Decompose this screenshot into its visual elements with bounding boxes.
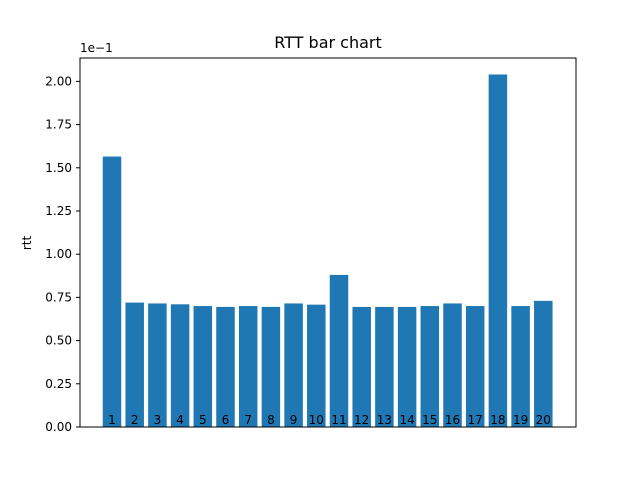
bar-16 (443, 303, 462, 427)
bar-label-9: 9 (290, 413, 298, 427)
bar-1 (102, 156, 122, 427)
bar-label-13: 13 (377, 413, 392, 427)
bar-label-18: 18 (490, 413, 505, 427)
bar-label-3: 3 (154, 413, 162, 427)
bars-group (102, 74, 553, 428)
y-tick-label: 0.00 (45, 420, 72, 434)
bar-7 (238, 306, 258, 427)
y-offset-text: 1e−1 (80, 41, 113, 55)
bar-18 (488, 74, 508, 428)
bar-labels-group: 1 2 3 4 5 6 7 8 9 10 11 12 13 14 15 16 17 18 19 20 (108, 413, 551, 427)
y-tick-label: 1.75 (45, 118, 72, 132)
y-tick-label: 1.25 (45, 204, 72, 218)
bar-17 (465, 306, 485, 427)
bar-12 (352, 306, 371, 427)
bar-label-10: 10 (309, 413, 324, 427)
bar-label-11: 11 (331, 413, 346, 427)
y-tick-label: 0.25 (45, 377, 72, 391)
bar-11 (329, 274, 349, 427)
bar-label-15: 15 (422, 413, 437, 427)
y-tick-label: 0.75 (45, 290, 72, 304)
bar-label-7: 7 (244, 413, 252, 427)
bar-label-2: 2 (131, 413, 139, 427)
bar-15 (420, 306, 440, 427)
y-tick-label: 2.00 (45, 74, 72, 88)
bar-label-12: 12 (354, 413, 369, 427)
bar-3 (148, 303, 167, 427)
bar-14 (397, 306, 417, 427)
plot-frame (79, 57, 577, 428)
bar-8 (261, 306, 281, 427)
y-tick-label: 1.00 (45, 247, 72, 261)
bar-5 (193, 306, 213, 427)
bar-10 (307, 304, 326, 427)
bar-2 (125, 302, 144, 427)
bar-label-16: 16 (445, 413, 460, 427)
y-axis-label: rtt (20, 236, 34, 251)
bar-9 (284, 303, 303, 427)
bar-6 (216, 306, 235, 427)
bar-label-14: 14 (399, 413, 414, 427)
bar-label-6: 6 (222, 413, 230, 427)
chart-title: RTT bar chart (274, 33, 382, 52)
y-tick-label: 0.50 (45, 334, 72, 348)
bar-13 (375, 306, 394, 427)
bar-19 (511, 306, 530, 427)
bar-label-17: 17 (468, 413, 483, 427)
bar-20 (534, 300, 553, 427)
bar-label-20: 20 (536, 413, 551, 427)
bar-label-8: 8 (267, 413, 275, 427)
bar-label-5: 5 (199, 413, 207, 427)
bar-label-4: 4 (176, 413, 184, 427)
bar-4 (170, 304, 190, 427)
bar-label-1: 1 (108, 413, 116, 427)
y-tick-label: 1.50 (45, 161, 72, 175)
bar-label-19: 19 (513, 413, 528, 427)
y-ticks-group: 0.00 0.25 0.50 0.75 1.00 1.25 1.50 1.75 2.00 (45, 74, 80, 434)
